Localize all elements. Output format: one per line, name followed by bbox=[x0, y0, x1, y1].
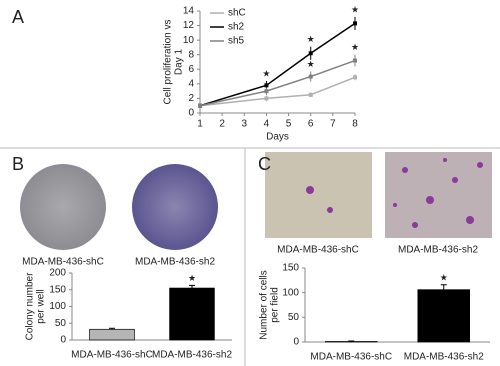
significance-star: ★ bbox=[188, 274, 196, 284]
x-tick-label: 6 bbox=[308, 119, 314, 130]
x-tick-label: MDA-MB-436-sh2 bbox=[404, 352, 484, 363]
y-tick-label: 2 bbox=[188, 93, 194, 104]
significance-star: ★ bbox=[351, 5, 359, 15]
y-tick-label: 50 bbox=[55, 318, 67, 329]
significance-star: ★ bbox=[440, 273, 448, 283]
image-caption: MDA-MB-436-sh2 bbox=[135, 257, 215, 268]
y-tick-label: 0 bbox=[188, 108, 194, 119]
y-tick-label: 10 bbox=[183, 35, 195, 46]
panel-label: C bbox=[258, 154, 271, 174]
image-caption: MDA-MB-436-shC bbox=[22, 257, 104, 268]
point-marker bbox=[353, 75, 357, 80]
x-tick-label: MDA-MB-436-sh2 bbox=[152, 350, 232, 361]
panel-label: B bbox=[12, 154, 24, 174]
dish-image bbox=[20, 164, 106, 250]
transwell-image bbox=[265, 152, 372, 238]
y-tick-label: 8 bbox=[188, 49, 194, 60]
point-marker bbox=[264, 96, 269, 101]
y-axis-label: Cell proliferation vs bbox=[163, 19, 174, 104]
x-tick-label: 2 bbox=[219, 119, 225, 130]
y-tick-label: 100 bbox=[49, 301, 66, 312]
y-tick-label: 0 bbox=[293, 337, 299, 348]
bar bbox=[169, 287, 215, 341]
y-tick-label: 150 bbox=[49, 284, 66, 295]
y-tick-label: 6 bbox=[188, 64, 194, 75]
transwell-image bbox=[385, 152, 492, 238]
point-marker bbox=[264, 83, 269, 88]
dish-image bbox=[132, 164, 218, 250]
y-axis-label: per well bbox=[36, 289, 47, 323]
x-tick-label: 7 bbox=[330, 119, 336, 130]
x-tick-label: MDA-MB-436-shC bbox=[310, 352, 392, 363]
x-tick-label: 8 bbox=[352, 119, 358, 130]
image-caption: MDA-MB-436-shC bbox=[277, 245, 359, 256]
x-tick-label: 4 bbox=[264, 119, 270, 130]
significance-star: ★ bbox=[351, 43, 359, 53]
x-tick-label: 3 bbox=[242, 119, 248, 130]
point-marker bbox=[198, 103, 202, 108]
bar bbox=[417, 289, 471, 343]
legend-label: shC bbox=[228, 8, 246, 19]
y-tick-label: 0 bbox=[60, 335, 66, 346]
x-tick-label: 1 bbox=[197, 119, 203, 130]
x-axis-label: Days bbox=[266, 132, 289, 143]
series-line bbox=[199, 59, 356, 107]
y-axis-label: Day 1 bbox=[174, 49, 185, 76]
x-tick-label: MDA-MB-436-shC bbox=[71, 350, 153, 361]
cell-spots bbox=[306, 158, 483, 228]
series-line bbox=[199, 76, 356, 107]
significance-star: ★ bbox=[262, 69, 270, 79]
legend-label: sh5 bbox=[228, 36, 245, 47]
point-marker bbox=[308, 92, 313, 97]
y-tick-label: 150 bbox=[282, 263, 299, 274]
series-line bbox=[199, 22, 356, 107]
y-tick-label: 200 bbox=[49, 268, 66, 279]
y-tick-label: 12 bbox=[183, 20, 195, 31]
y-tick-label: 14 bbox=[183, 6, 195, 17]
image-caption: MDA-MB-436-sh2 bbox=[398, 245, 478, 256]
x-tick-label: 5 bbox=[286, 119, 292, 130]
point-marker bbox=[308, 74, 313, 79]
point-marker bbox=[264, 89, 269, 94]
point-marker bbox=[353, 58, 357, 63]
legend-label: sh2 bbox=[228, 22, 245, 33]
y-axis-label: Colony number bbox=[25, 272, 36, 340]
bar bbox=[89, 328, 135, 341]
point-marker bbox=[308, 51, 313, 56]
y-tick-label: 100 bbox=[282, 287, 299, 298]
y-tick-label: 4 bbox=[188, 78, 194, 89]
significance-star: ★ bbox=[307, 35, 315, 45]
y-axis-label: per field bbox=[270, 287, 281, 323]
y-axis-label: Number of cells bbox=[259, 270, 270, 339]
significance-star: ★ bbox=[307, 60, 315, 70]
point-marker bbox=[353, 21, 357, 26]
panel-label: A bbox=[12, 7, 24, 27]
y-tick-label: 50 bbox=[288, 312, 300, 323]
